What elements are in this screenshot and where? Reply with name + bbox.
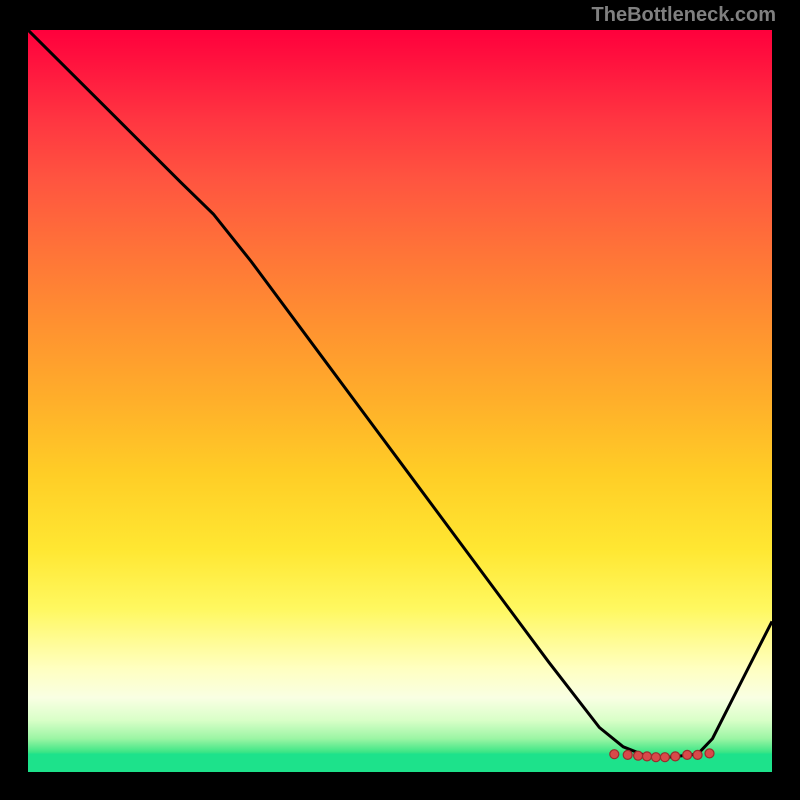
bottleneck-curve [28, 30, 772, 757]
marker-point [705, 749, 714, 758]
marker-point [623, 750, 632, 759]
chart-container: TheBottleneck.com [0, 0, 800, 800]
marker-point [610, 750, 619, 759]
marker-point [643, 752, 652, 761]
plot-area [28, 30, 772, 772]
marker-point [693, 750, 702, 759]
watermark-text: TheBottleneck.com [592, 4, 776, 27]
marker-point [671, 752, 680, 761]
marker-point [651, 753, 660, 762]
marker-group [610, 749, 714, 762]
marker-point [634, 751, 643, 760]
marker-point [660, 753, 669, 762]
chart-svg [28, 30, 772, 772]
marker-point [683, 750, 692, 759]
